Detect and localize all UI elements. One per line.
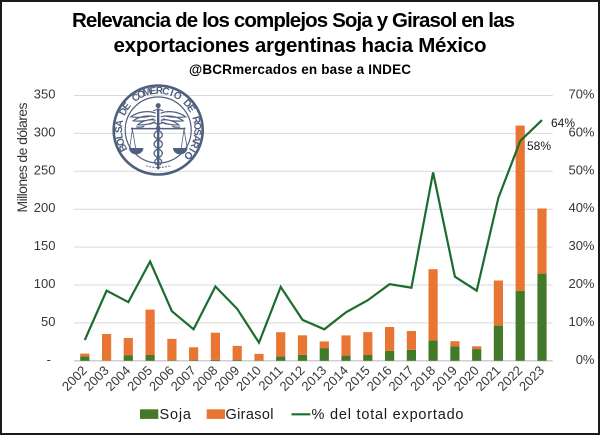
svg-text:0%: 0%: [576, 352, 595, 367]
svg-text:150: 150: [34, 238, 56, 253]
svg-text:O: O: [115, 136, 128, 147]
svg-text:E: E: [149, 86, 157, 98]
svg-text:% del total exportado: % del total exportado: [312, 407, 464, 423]
svg-text:R: R: [187, 139, 200, 151]
svg-text:S: S: [114, 126, 125, 133]
svg-text:100: 100: [34, 276, 56, 291]
svg-text:64%: 64%: [551, 116, 575, 130]
svg-text:S: S: [191, 129, 202, 137]
svg-text:Relevancia de los complejos So: Relevancia de los complejos Soja y Giras…: [72, 9, 515, 32]
svg-text:R: R: [189, 115, 202, 126]
svg-text:O: O: [191, 122, 203, 131]
svg-text:250: 250: [34, 162, 56, 177]
svg-text:I: I: [168, 88, 175, 99]
svg-text:B: B: [117, 142, 130, 153]
svg-text:50: 50: [41, 314, 55, 329]
svg-text:40%: 40%: [568, 200, 594, 215]
svg-text:Soja: Soja: [160, 407, 192, 423]
svg-text:350: 350: [34, 87, 56, 102]
svg-text:D: D: [117, 106, 130, 118]
svg-text:300: 300: [34, 124, 56, 139]
svg-text:Millones de dólares: Millones de dólares: [14, 103, 30, 213]
svg-text:20%: 20%: [568, 276, 594, 291]
svg-text:R: R: [156, 86, 164, 97]
svg-text:E: E: [184, 103, 197, 115]
svg-text:A: A: [114, 119, 126, 128]
svg-text:A: A: [190, 134, 202, 143]
svg-text:C: C: [161, 86, 170, 98]
svg-text:M: M: [142, 86, 153, 99]
svg-text:50%: 50%: [568, 162, 594, 177]
svg-text:Girasol: Girasol: [226, 407, 274, 423]
svg-text:L: L: [114, 132, 126, 140]
svg-text:200: 200: [34, 200, 56, 215]
svg-text:60%: 60%: [568, 124, 594, 139]
svg-text:70%: 70%: [568, 87, 594, 102]
svg-text:58%: 58%: [527, 139, 551, 153]
svg-text:O: O: [136, 88, 148, 101]
svg-text:exportaciones argentinas hacia: exportaciones argentinas hacia México: [114, 34, 487, 57]
svg-text:@BCRmercados en base a INDEC: @BCRmercados en base a INDEC: [189, 62, 411, 77]
svg-text:-: -: [47, 352, 51, 367]
svg-text:10%: 10%: [568, 314, 594, 329]
svg-text:I: I: [186, 146, 197, 154]
svg-text:30%: 30%: [568, 238, 594, 253]
